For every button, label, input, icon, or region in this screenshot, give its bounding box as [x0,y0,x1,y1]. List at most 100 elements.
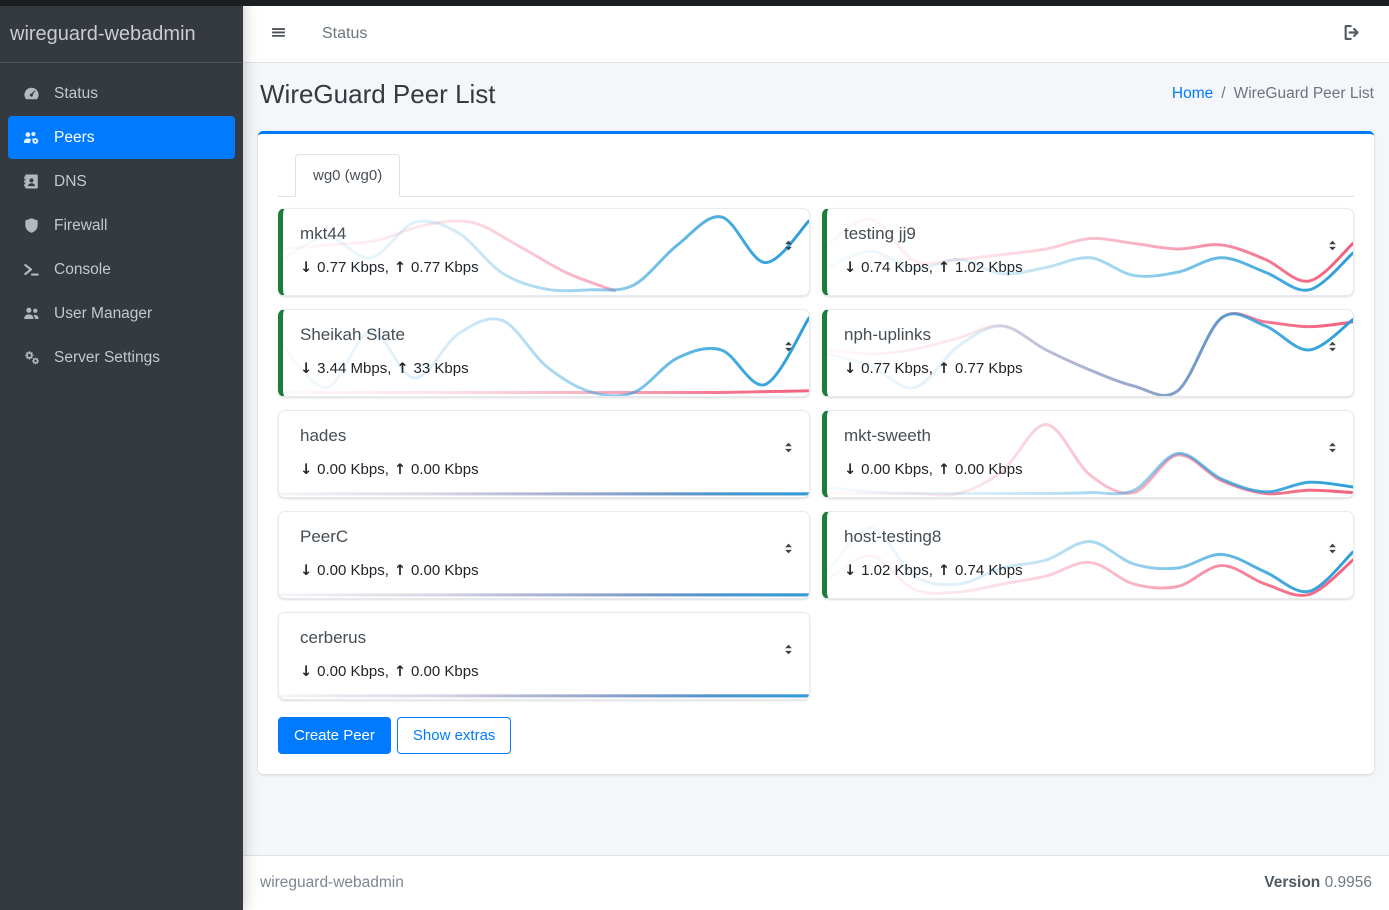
sidebar-item-label: Console [54,260,111,278]
peer-name: PeerC [300,527,349,546]
peer-traffic: ↓ 0.00 Kbps, ↑ 0.00 Kbps [300,460,789,480]
sidebar-item-label: User Manager [54,304,153,322]
peer-column-right: testing jj9 ↓ 0.74 Kbps, ↑ 1.02 Kbps nph… [822,208,1354,700]
download-rate: 1.02 Kbps, [861,562,933,579]
download-arrow-icon: ↓ [844,462,857,478]
peer-card[interactable]: testing jj9 ↓ 0.74 Kbps, ↑ 1.02 Kbps [822,208,1354,296]
peer-sort-button[interactable] [1325,541,1340,559]
peer-name: Sheikah Slate [300,325,405,344]
peer-traffic: ↓ 0.77 Kbps, ↑ 0.77 Kbps [844,359,1333,379]
peer-card[interactable]: nph-uplinks ↓ 0.77 Kbps, ↑ 0.77 Kbps [822,309,1354,397]
navbar-status-link[interactable]: Status [322,25,368,42]
peer-sort-button[interactable] [1325,440,1340,458]
sidebar: wireguard-webadmin Status Peers DNS Fire… [0,0,243,910]
sort-icon [781,339,796,357]
download-rate: 0.77 Kbps, [317,259,389,276]
peer-name: hades [300,426,347,445]
peer-card[interactable]: cerberus ↓ 0.00 Kbps, ↑ 0.00 Kbps [278,612,810,700]
cogs-icon [16,349,46,366]
sidebar-item-dns[interactable]: DNS [8,160,235,203]
peer-column-left: mkt44 ↓ 0.77 Kbps, ↑ 0.77 Kbps Sheikah S… [278,208,810,700]
tab-wg0[interactable]: wg0 (wg0) [295,154,401,197]
peer-actions: Create Peer Show extras [278,717,1354,754]
content-wrapper: WireGuard Peer List Home / WireGuard Pee… [243,63,1389,855]
upload-arrow-icon: ↑ [393,462,407,478]
peer-name: mkt44 [300,224,347,243]
peer-name: nph-uplinks [844,325,931,344]
download-rate: 0.00 Kbps, [317,562,389,579]
sidebar-brand: wireguard-webadmin [0,6,243,63]
sidebar-item-console[interactable]: Console [8,248,235,291]
traffic-sparkline [827,526,1353,597]
tx-line [283,389,809,394]
traffic-sparkline [827,217,1353,292]
show-extras-button[interactable]: Show extras [396,717,512,754]
sort-icon [781,642,796,660]
peer-card[interactable]: Sheikah Slate ↓ 3.44 Mbps, ↑ 33 Kbps [278,309,810,397]
peer-traffic: ↓ 1.02 Kbps, ↑ 0.74 Kbps [844,561,1333,581]
traffic-sparkline [279,694,809,698]
traffic-sparkline [283,316,809,396]
sort-icon [781,238,796,256]
upload-rate: 0.77 Kbps [955,360,1023,377]
upload-rate: 0.00 Kbps [411,562,479,579]
peer-name: mkt-sweeth [844,426,931,445]
peer-traffic: ↓ 0.00 Kbps, ↑ 0.00 Kbps [300,561,789,581]
users-gear-icon [16,129,46,146]
sort-icon [1325,339,1340,357]
peer-card[interactable]: mkt44 ↓ 0.77 Kbps, ↑ 0.77 Kbps [278,208,810,296]
peer-sort-button[interactable] [781,642,796,660]
shield-icon [16,217,46,234]
upload-arrow-icon: ↑ [937,260,951,276]
sidebar-item-label: Firewall [54,216,108,234]
upload-arrow-icon: ↑ [393,563,407,579]
sort-icon [781,541,796,559]
footer-brand: wireguard-webadmin [260,874,404,891]
peer-traffic: ↓ 0.00 Kbps, ↑ 0.00 Kbps [844,460,1333,480]
upload-arrow-icon: ↑ [396,361,409,377]
peer-card[interactable]: host-testing8 ↓ 1.02 Kbps, ↑ 0.74 Kbps [822,511,1354,599]
peer-sort-button[interactable] [781,339,796,357]
breadcrumb: Home / WireGuard Peer List [1172,85,1374,103]
peer-list-card-body: wg0 (wg0) mkt44 ↓ 0.77 Kbps, ↑ 0.77 Kbps… [258,134,1374,774]
download-rate: 0.00 Kbps, [861,461,933,478]
sign-out-icon [1342,23,1361,45]
traffic-sparkline [279,593,809,597]
peer-card[interactable]: mkt-sweeth ↓ 0.00 Kbps, ↑ 0.00 Kbps [822,410,1354,498]
logout-button[interactable] [1338,19,1365,49]
download-arrow-icon: ↓ [844,260,857,276]
upload-rate: 33 Kbps [413,360,469,377]
upload-rate: 0.00 Kbps [411,663,479,680]
traffic-sparkline [827,423,1353,497]
sidebar-item-peers[interactable]: Peers [8,116,235,159]
content-header: WireGuard Peer List Home / WireGuard Pee… [243,78,1389,110]
menu-toggle-button[interactable] [266,20,291,48]
peer-card[interactable]: hades ↓ 0.00 Kbps, ↑ 0.00 Kbps [278,410,810,498]
create-peer-button[interactable]: Create Peer [278,717,391,754]
peer-sort-button[interactable] [781,440,796,458]
sidebar-item-user-manager[interactable]: User Manager [8,292,235,335]
terminal-icon [16,261,46,278]
footer: wireguard-webadmin Version 0.9956 [243,855,1389,910]
sort-icon [781,440,796,458]
upload-arrow-icon: ↑ [937,563,951,579]
peer-sort-button[interactable] [781,541,796,559]
sidebar-item-status[interactable]: Status [8,72,235,115]
peer-sort-button[interactable] [1325,238,1340,256]
upload-rate: 0.74 Kbps [955,562,1023,579]
upload-rate: 0.00 Kbps [411,461,479,478]
hamburger-icon [270,24,287,44]
breadcrumb-home-link[interactable]: Home [1171,85,1214,102]
upload-arrow-icon: ↑ [937,462,951,478]
sidebar-item-server-settings[interactable]: Server Settings [8,336,235,379]
peer-sort-button[interactable] [1325,339,1340,357]
breadcrumb-current: WireGuard Peer List [1233,85,1374,102]
peer-card[interactable]: PeerC ↓ 0.00 Kbps, ↑ 0.00 Kbps [278,511,810,599]
peer-sort-button[interactable] [781,238,796,256]
download-rate: 0.00 Kbps, [317,663,389,680]
peer-grid: mkt44 ↓ 0.77 Kbps, ↑ 0.77 Kbps Sheikah S… [278,208,1354,700]
gauge-icon [16,85,46,102]
sidebar-item-firewall[interactable]: Firewall [8,204,235,247]
sidebar-item-label: DNS [54,172,87,190]
sidebar-item-label: Status [54,84,98,102]
